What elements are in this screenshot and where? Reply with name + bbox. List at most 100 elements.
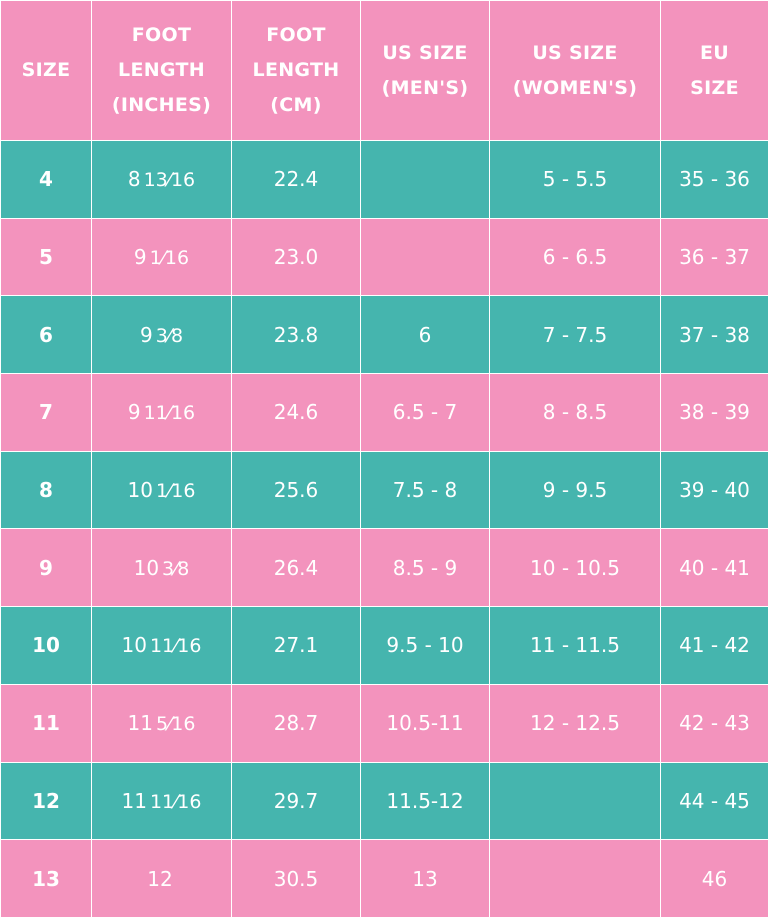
header-foot-length-cm: FOOT LENGTH (CM) (232, 1, 361, 141)
header-foot-length-inches: FOOT LENGTH (INCHES) (92, 1, 232, 141)
inches-whole: 9 (134, 245, 147, 269)
us-size-mens-cell: 11.5-12 (361, 762, 490, 840)
us-size-mens-cell: 13 (361, 840, 490, 918)
inches-whole: 11 (122, 789, 147, 813)
eu-size-cell: 41 - 42 (661, 607, 768, 685)
header-line: (WOMEN'S) (494, 71, 656, 106)
foot-length-cm-cell: 30.5 (232, 840, 361, 918)
size-cell: 8 (1, 451, 92, 529)
us-size-womens-cell: 5 - 5.5 (490, 141, 661, 219)
us-size-mens-cell: 6.5 - 7 (361, 374, 490, 452)
eu-size-cell: 37 - 38 (661, 296, 768, 374)
size-cell: 9 (1, 529, 92, 607)
size-cell: 13 (1, 840, 92, 918)
size-cell: 10 (1, 607, 92, 685)
foot-length-cm-cell: 28.7 (232, 684, 361, 762)
us-size-womens-cell (490, 762, 661, 840)
eu-size-cell: 35 - 36 (661, 141, 768, 219)
inches-fraction: 13⁄16 (144, 169, 196, 191)
header-line: EU (665, 36, 764, 71)
header-line: SIZE (5, 53, 87, 88)
us-size-mens-cell: 8.5 - 9 (361, 529, 490, 607)
foot-length-cm-cell: 22.4 (232, 141, 361, 219)
eu-size-cell: 39 - 40 (661, 451, 768, 529)
us-size-womens-cell: 8 - 8.5 (490, 374, 661, 452)
header-us-size-womens: US SIZE (WOMEN'S) (490, 1, 661, 141)
size-cell: 11 (1, 684, 92, 762)
foot-length-cm-cell: 29.7 (232, 762, 361, 840)
eu-size-cell: 46 (661, 840, 768, 918)
foot-length-cm-cell: 25.6 (232, 451, 361, 529)
us-size-mens-cell: 9.5 - 10 (361, 607, 490, 685)
header-us-size-mens: US SIZE (MEN'S) (361, 1, 490, 141)
eu-size-cell: 38 - 39 (661, 374, 768, 452)
header-line: LENGTH (96, 53, 227, 88)
inches-fraction: 11⁄16 (150, 791, 202, 813)
eu-size-cell: 36 - 37 (661, 218, 768, 296)
foot-length-cm-cell: 23.0 (232, 218, 361, 296)
inches-whole: 9 (140, 323, 153, 347)
inches-fraction: 3⁄8 (162, 558, 189, 580)
inches-whole: 10 (128, 478, 153, 502)
us-size-womens-cell: 7 - 7.5 (490, 296, 661, 374)
table-row: 13 12 30.5 13 46 (1, 840, 768, 918)
size-cell: 7 (1, 374, 92, 452)
eu-size-cell: 40 - 41 (661, 529, 768, 607)
inches-fraction: 11⁄16 (150, 635, 202, 657)
inches-whole: 8 (128, 167, 141, 191)
inches-fraction: 1⁄16 (150, 247, 189, 269)
us-size-womens-cell: 9 - 9.5 (490, 451, 661, 529)
eu-size-cell: 42 - 43 (661, 684, 768, 762)
eu-size-cell: 44 - 45 (661, 762, 768, 840)
foot-length-cm-cell: 27.1 (232, 607, 361, 685)
size-cell: 6 (1, 296, 92, 374)
size-cell: 12 (1, 762, 92, 840)
inches-fraction: 3⁄8 (156, 325, 183, 347)
us-size-mens-cell (361, 218, 490, 296)
us-size-mens-cell: 10.5-11 (361, 684, 490, 762)
inches-fraction: 11⁄16 (144, 402, 196, 424)
size-cell: 4 (1, 141, 92, 219)
us-size-womens-cell: 12 - 12.5 (490, 684, 661, 762)
us-size-mens-cell (361, 141, 490, 219)
header-size: SIZE (1, 1, 92, 141)
header-line: US SIZE (494, 36, 656, 71)
header-line: US SIZE (365, 36, 485, 71)
header-line: LENGTH (236, 53, 356, 88)
header-line: FOOT (96, 18, 227, 53)
foot-length-cm-cell: 26.4 (232, 529, 361, 607)
header-line: FOOT (236, 18, 356, 53)
foot-length-cm-cell: 24.6 (232, 374, 361, 452)
foot-length-cm-cell: 23.8 (232, 296, 361, 374)
header-line: (INCHES) (96, 88, 227, 123)
us-size-womens-cell (490, 840, 661, 918)
header-line: (CM) (236, 88, 356, 123)
inches-whole: 12 (147, 867, 172, 891)
header-line: SIZE (665, 71, 764, 106)
us-size-mens-cell: 6 (361, 296, 490, 374)
inches-fraction: 1⁄16 (156, 480, 195, 502)
inches-whole: 10 (134, 556, 159, 580)
header-line: (MEN'S) (365, 71, 485, 106)
inches-whole: 10 (122, 633, 147, 657)
inches-fraction: 5⁄16 (156, 713, 195, 735)
inches-whole: 9 (128, 400, 141, 424)
